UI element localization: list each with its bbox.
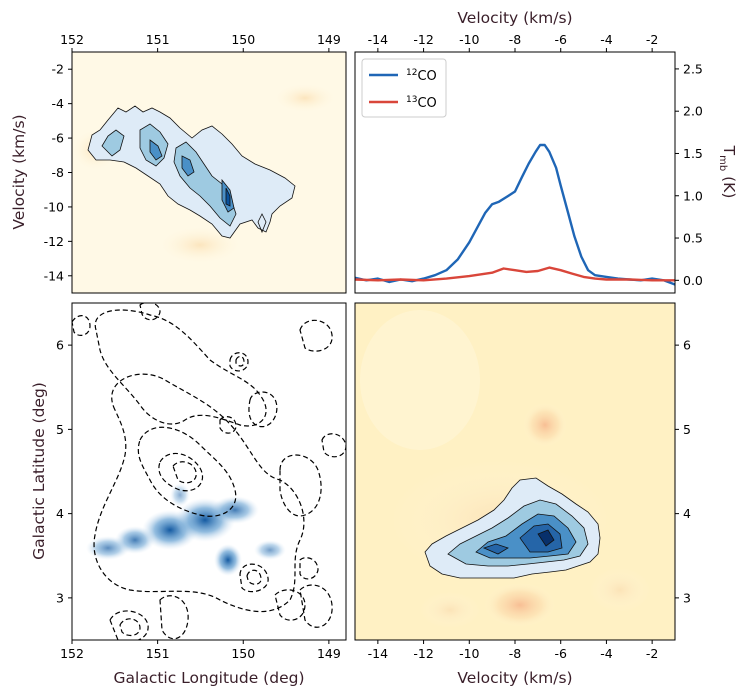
panel-integrated-map: 152 151 150 149 3 4 5 6 Galactic Longitude (de… bbox=[30, 302, 347, 687]
spectrum-legend: 12CO 13CO bbox=[361, 58, 447, 118]
integrated-map-xlabel: Galactic Longitude (deg) bbox=[114, 669, 305, 687]
pv-map-ylabel: Velocity (km/s) bbox=[10, 114, 28, 229]
y-tick-label: -12 bbox=[44, 234, 64, 249]
y-tick-label: 2.5 bbox=[683, 61, 703, 76]
panel-spectrum: -14 -12 -10 -8 -6 -4 -2 0.0 0.5 1.0 1.5 2.0 2.5 Vel… bbox=[354, 9, 738, 294]
x-tick-label: -4 bbox=[600, 646, 613, 661]
spectrum-xlabel: Velocity (km/s) bbox=[457, 9, 572, 27]
velocity-latitude-image bbox=[360, 310, 650, 628]
x-tick-label: -4 bbox=[600, 32, 613, 47]
x-tick-label: 149 bbox=[317, 646, 341, 661]
y-tick-label: -10 bbox=[44, 199, 64, 214]
x-tick-label: -2 bbox=[646, 646, 658, 661]
x-tick-label: 152 bbox=[60, 646, 84, 661]
pv-map-image bbox=[73, 84, 335, 263]
y-tick-label: 3 bbox=[683, 590, 691, 605]
y-tick-label: 2.0 bbox=[683, 104, 703, 119]
y-tick-label: 0.0 bbox=[683, 273, 703, 288]
y-tick-label: -6 bbox=[52, 131, 65, 146]
velocity-latitude-xlabel: Velocity (km/s) bbox=[457, 669, 572, 687]
spectrum-velocity-ticks: -14 -12 -10 -8 -6 -4 -2 bbox=[368, 32, 658, 52]
x-tick-label: -6 bbox=[554, 646, 567, 661]
x-tick-label: -12 bbox=[413, 32, 433, 47]
velocity-latitude-latitude-ticks: 3 4 5 6 bbox=[675, 338, 691, 605]
panel-pv-map: 152 151 150 149 -2 -4 -6 -8 -10 -12 -14 Velocity … bbox=[10, 32, 347, 294]
y-tick-label: -2 bbox=[52, 62, 64, 77]
y-tick-label: 3 bbox=[56, 590, 64, 605]
series-line-13co bbox=[354, 266, 675, 282]
series-line-12co bbox=[354, 143, 676, 286]
x-tick-label: 149 bbox=[317, 32, 341, 47]
y-tick-label: -14 bbox=[44, 268, 64, 283]
x-tick-label: 150 bbox=[231, 32, 255, 47]
pv-map-top-ticks: 152 151 150 149 bbox=[60, 32, 341, 52]
integrated-map-latitude-ticks: 3 4 5 6 bbox=[56, 338, 72, 605]
y-tick-label: -4 bbox=[52, 96, 65, 111]
integrated-map-ylabel: Galactic Latitude (deg) bbox=[30, 382, 48, 560]
y-tick-label: 5 bbox=[683, 422, 691, 437]
x-tick-label: -8 bbox=[509, 32, 522, 47]
pv-map-velocity-ticks: -2 -4 -6 -8 -10 -12 -14 bbox=[44, 62, 72, 283]
x-tick-label: -10 bbox=[459, 646, 479, 661]
y-tick-label: -8 bbox=[52, 165, 65, 180]
x-tick-label: -14 bbox=[368, 646, 388, 661]
velocity-latitude-velocity-ticks: -14 -12 -10 -8 -6 -4 -2 bbox=[368, 640, 658, 661]
spectrum-ylabel: Tmb (K) bbox=[717, 145, 738, 199]
vl-contour-level-4 bbox=[482, 523, 563, 555]
y-tick-label: 4 bbox=[56, 506, 64, 521]
y-tick-label: 1.0 bbox=[683, 188, 703, 203]
x-tick-label: -12 bbox=[413, 646, 433, 661]
legend-label-12co: 12CO bbox=[406, 68, 437, 84]
spectrum-lines bbox=[354, 143, 676, 286]
y-tick-label: 0.5 bbox=[683, 231, 703, 246]
legend-label-13co: 13CO bbox=[406, 95, 437, 111]
x-tick-label: 152 bbox=[60, 32, 84, 47]
panel-velocity-latitude: -14 -12 -10 -8 -6 -4 -2 3 4 5 6 Velocity (km/s) bbox=[354, 302, 691, 687]
pv-contour-level-4 bbox=[225, 187, 231, 207]
x-tick-label: -14 bbox=[368, 32, 388, 47]
y-tick-label: 6 bbox=[683, 338, 691, 353]
x-tick-label: -6 bbox=[554, 32, 567, 47]
integrated-map-longitude-ticks: 152 151 150 149 bbox=[60, 640, 341, 661]
x-tick-label: -10 bbox=[459, 32, 479, 47]
integrated-map-image bbox=[72, 303, 346, 640]
x-tick-label: 151 bbox=[146, 32, 170, 47]
y-tick-label: 4 bbox=[683, 506, 691, 521]
dashed-contours bbox=[72, 303, 346, 640]
x-tick-label: -8 bbox=[509, 646, 522, 661]
y-tick-label: 5 bbox=[56, 422, 64, 437]
y-tick-label: 1.5 bbox=[683, 146, 703, 161]
y-tick-label: 6 bbox=[56, 338, 64, 353]
x-tick-label: 150 bbox=[231, 646, 255, 661]
vl-contour-level-5 bbox=[537, 529, 555, 547]
x-tick-label: -2 bbox=[646, 32, 658, 47]
pv-contour-level-3 bbox=[149, 139, 235, 213]
spectrum-tmb-ticks: 0.0 0.5 1.0 1.5 2.0 2.5 bbox=[675, 61, 703, 288]
pv-contour-level-2 bbox=[101, 123, 237, 227]
x-tick-label: 151 bbox=[146, 646, 170, 661]
